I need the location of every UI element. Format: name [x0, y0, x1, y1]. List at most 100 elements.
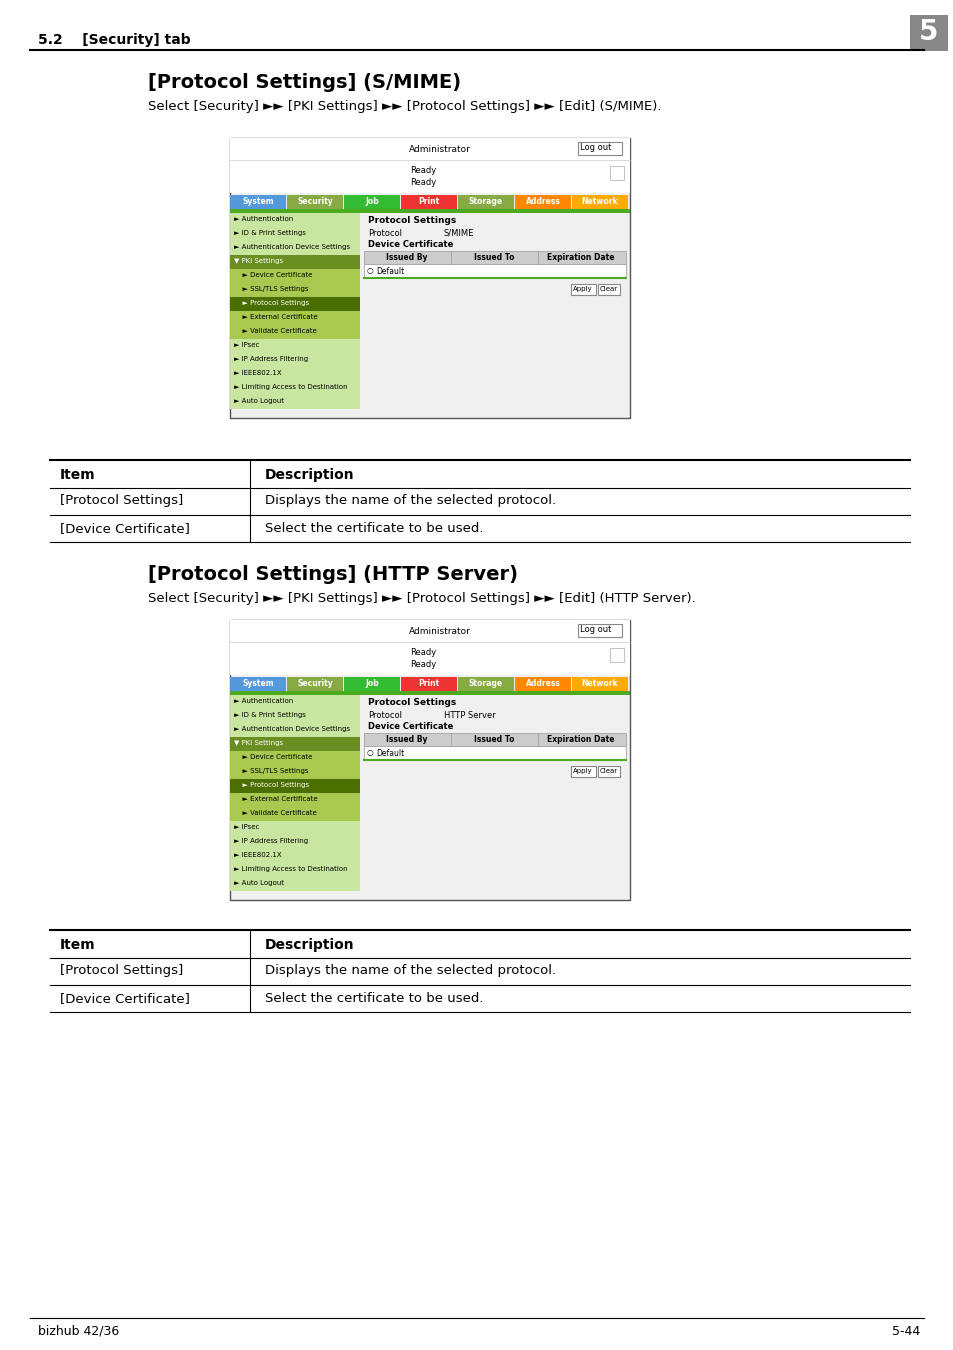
Text: Administrator: Administrator [409, 626, 471, 636]
Text: Issued To: Issued To [474, 734, 514, 744]
Bar [230, 325, 359, 339]
Bar [230, 724, 359, 737]
Text: Address: Address [525, 197, 559, 207]
Text: Select [Security] ►► [PKI Settings] ►► [Protocol Settings] ►► [Edit] (S/MIME).: Select [Security] ►► [PKI Settings] ►► [… [148, 100, 660, 113]
Text: 5.2    [Security] tab: 5.2 [Security] tab [38, 32, 191, 47]
Bar [572, 676, 627, 691]
Bar [230, 751, 359, 765]
Text: [Protocol Settings] (HTTP Server): [Protocol Settings] (HTTP Server) [148, 566, 517, 585]
Text: Displays the name of the selected protocol.: Displays the name of the selected protoc… [265, 964, 556, 977]
Text: ▼ PKI Settings: ▼ PKI Settings [233, 258, 283, 265]
Bar [609, 648, 623, 662]
Text: Apply: Apply [573, 768, 592, 774]
Text: Displays the name of the selected protocol.: Displays the name of the selected protoc… [265, 494, 556, 508]
Bar [287, 676, 343, 691]
Text: S/MIME: S/MIME [443, 230, 474, 238]
Bar [578, 624, 621, 637]
Bar [230, 807, 359, 821]
Text: ► ID & Print Settings: ► ID & Print Settings [233, 711, 306, 718]
Bar [230, 691, 629, 695]
Bar [515, 194, 571, 209]
Text: ► ID & Print Settings: ► ID & Print Settings [233, 230, 306, 236]
Bar [230, 381, 359, 396]
Bar [287, 194, 343, 209]
Text: ► Authentication: ► Authentication [233, 216, 293, 221]
Text: Device Certificate: Device Certificate [368, 722, 453, 730]
Bar [400, 676, 456, 691]
Bar [578, 142, 621, 155]
Text: Clear: Clear [599, 768, 618, 774]
Text: Device Certificate: Device Certificate [368, 240, 453, 248]
Text: ► IP Address Filtering: ► IP Address Filtering [233, 838, 308, 844]
Bar [230, 676, 286, 691]
Text: 5-44: 5-44 [891, 1324, 919, 1338]
Bar [598, 284, 619, 296]
Text: ► Limiting Access to Destination: ► Limiting Access to Destination [233, 865, 347, 872]
Text: 5: 5 [919, 18, 938, 46]
Bar [364, 251, 625, 265]
Text: ► IPsec: ► IPsec [233, 824, 259, 830]
Text: ► Auto Logout: ► Auto Logout [233, 398, 284, 404]
Text: System: System [242, 197, 274, 207]
Text: [Device Certificate]: [Device Certificate] [60, 522, 190, 535]
Bar [230, 213, 359, 227]
Bar [344, 676, 399, 691]
Text: [Protocol Settings] (S/MIME): [Protocol Settings] (S/MIME) [148, 73, 460, 92]
Text: Security: Security [296, 679, 333, 688]
Bar [230, 765, 359, 779]
Text: Ready: Ready [410, 660, 436, 670]
Text: Address: Address [525, 679, 559, 688]
Text: ○: ○ [367, 748, 374, 757]
Bar [344, 194, 399, 209]
Bar [609, 166, 623, 180]
Text: Select the certificate to be used.: Select the certificate to be used. [265, 992, 483, 1004]
Text: Storage: Storage [469, 679, 502, 688]
Text: ► IPsec: ► IPsec [233, 342, 259, 348]
Bar [230, 821, 359, 836]
Text: [Device Certificate]: [Device Certificate] [60, 992, 190, 1004]
Text: Protocol: Protocol [368, 711, 401, 720]
Bar [230, 297, 359, 310]
Text: ► Authentication Device Settings: ► Authentication Device Settings [233, 726, 350, 732]
Text: ▼ PKI Settings: ▼ PKI Settings [233, 740, 283, 747]
Bar [598, 765, 619, 778]
Text: ► IEEE802.1X: ► IEEE802.1X [233, 852, 281, 859]
Text: Ready: Ready [410, 166, 436, 176]
Bar [230, 620, 629, 675]
Text: ► Protocol Settings: ► Protocol Settings [237, 782, 309, 788]
Bar [364, 747, 625, 760]
Text: Description: Description [265, 938, 355, 952]
Text: Select the certificate to be used.: Select the certificate to be used. [265, 522, 483, 535]
Text: System: System [242, 679, 274, 688]
Text: [Protocol Settings]: [Protocol Settings] [60, 494, 183, 508]
Bar [230, 863, 359, 878]
Bar [364, 265, 625, 278]
Text: Log out: Log out [579, 143, 611, 153]
Bar [400, 194, 456, 209]
Bar [230, 620, 629, 900]
Bar [230, 695, 359, 709]
Text: Protocol Settings: Protocol Settings [368, 216, 456, 225]
Text: Administrator: Administrator [409, 144, 471, 154]
Text: Security: Security [296, 197, 333, 207]
Text: Job: Job [365, 197, 378, 207]
Bar [230, 849, 359, 863]
Bar [230, 709, 359, 724]
Bar [457, 194, 514, 209]
Text: Protocol: Protocol [368, 230, 401, 238]
Bar [230, 836, 359, 849]
Text: bizhub 42/36: bizhub 42/36 [38, 1324, 119, 1338]
Text: Issued By: Issued By [386, 734, 427, 744]
Text: ► Auto Logout: ► Auto Logout [233, 880, 284, 886]
Text: Expiration Date: Expiration Date [547, 734, 614, 744]
Text: Default: Default [375, 267, 404, 275]
Bar [230, 737, 359, 751]
Text: Network: Network [581, 197, 618, 207]
Text: Item: Item [60, 468, 95, 482]
Text: Apply: Apply [573, 286, 592, 292]
Text: Default: Default [375, 749, 404, 757]
Bar [230, 352, 359, 367]
Bar [230, 269, 359, 284]
Bar [230, 396, 359, 409]
Text: ► SSL/TLS Settings: ► SSL/TLS Settings [237, 768, 308, 774]
